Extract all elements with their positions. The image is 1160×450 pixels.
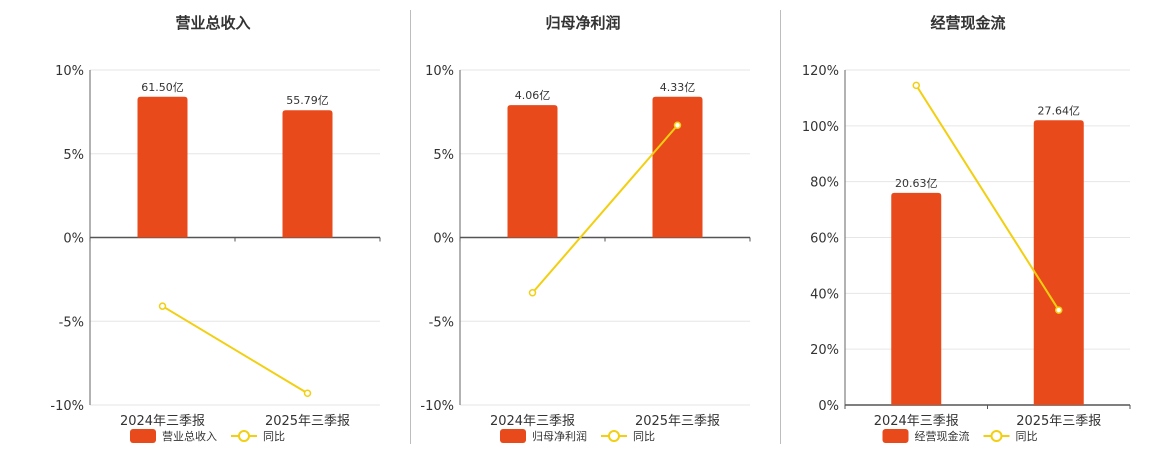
legend-bar-label: 归母净利润: [532, 429, 587, 443]
panel-divider: [410, 10, 411, 444]
bar-data-label: 55.79亿: [286, 94, 329, 107]
y-tick-label: 120%: [802, 64, 839, 79]
panel-divider: [780, 10, 781, 444]
y-tick-label: 100%: [802, 120, 839, 135]
bar-data-label: 4.33亿: [660, 81, 696, 94]
chart-title: 经营现金流: [930, 14, 1006, 32]
cash-flow-chart-svg: 120% 100% 80% 60% 40% 20% 0% 20.63亿 27.64亿 2024年三…: [802, 64, 1131, 443]
net-profit-chart-svg: 10% 5% 0% -5% -10% 4.06亿 4.33亿 2024年三季报 2025年三季报…: [420, 64, 751, 443]
yoy-point: [912, 81, 920, 90]
y-tick-label: 10%: [425, 64, 454, 79]
legend-bar-label: 营业总收入: [162, 429, 217, 443]
bar-data-label: 20.63亿: [895, 177, 938, 190]
legend-bar-swatch: [130, 429, 156, 443]
x-category-label: 2024年三季报: [874, 414, 959, 429]
legend-bar-label: 经营现金流: [915, 429, 970, 443]
bar: [507, 105, 558, 238]
y-tick-label: 0%: [63, 232, 84, 247]
y-tick-label: 5%: [63, 148, 84, 163]
yoy-point: [528, 289, 537, 297]
legend-line-label: 同比: [633, 430, 655, 443]
legend-line-marker: [238, 430, 250, 442]
y-tick-label: -5%: [59, 315, 84, 330]
bar: [137, 96, 188, 238]
yoy-line: [915, 84, 1060, 311]
x-category-label: 2025年三季报: [1016, 414, 1101, 429]
y-tick-label: 0%: [818, 399, 839, 414]
legend-bar-swatch: [500, 429, 526, 443]
yoy-point: [303, 389, 312, 398]
bar: [652, 96, 703, 238]
yoy-line: [531, 124, 679, 294]
yoy-point: [158, 302, 167, 310]
y-tick-label: 40%: [810, 287, 839, 302]
x-category-label: 2024年三季报: [490, 414, 575, 429]
yoy-point: [673, 121, 682, 130]
chart-title: 营业总收入: [175, 14, 251, 32]
bar-data-label: 61.50亿: [141, 81, 184, 94]
bar-data-label: 4.06亿: [515, 89, 551, 102]
y-tick-label: -5%: [429, 315, 454, 330]
y-tick-label: 20%: [810, 343, 839, 358]
revenue-chart-svg: 10% 5% 0% -5% -10% 61.50亿 55.79亿 2024年三季报 2025年三…: [50, 64, 381, 443]
legend-line-marker: [608, 430, 620, 442]
yoy-point: [1055, 306, 1063, 314]
legend-line-label: 同比: [1016, 430, 1038, 443]
chart-panel-revenue: 营业总收入 10% 5% 0% -5% -10% 61.50亿 55.79亿 2024年三季报…: [20, 0, 406, 450]
chart-panel-net-profit: 归母净利润 10% 5% 0% -5% -10% 4.06亿 4.33亿 2024年三季报 20…: [390, 0, 776, 450]
x-category-label: 2024年三季报: [120, 414, 205, 429]
x-category-label: 2025年三季报: [635, 414, 720, 429]
bar: [282, 110, 333, 238]
yoy-line: [161, 305, 309, 395]
y-tick-label: 5%: [433, 148, 454, 163]
chart-panel-cash-flow: 经营现金流 120% 100% 80% 60% 40% 20% 0% 20.63亿 27.64亿…: [775, 0, 1160, 450]
legend-bar-swatch: [882, 429, 909, 443]
chart-title: 归母净利润: [545, 14, 621, 32]
y-tick-label: -10%: [50, 399, 84, 414]
legend-line-label: 同比: [263, 430, 285, 443]
bar: [1033, 120, 1084, 405]
x-category-label: 2025年三季报: [265, 414, 350, 429]
y-tick-label: 10%: [55, 64, 84, 79]
bar-data-label: 27.64亿: [1038, 104, 1081, 117]
y-tick-label: 60%: [810, 232, 839, 247]
legend-line-marker: [990, 430, 1003, 442]
bar: [891, 192, 942, 405]
y-tick-label: 80%: [810, 176, 839, 191]
y-tick-label: 0%: [433, 232, 454, 247]
y-tick-label: -10%: [420, 399, 454, 414]
